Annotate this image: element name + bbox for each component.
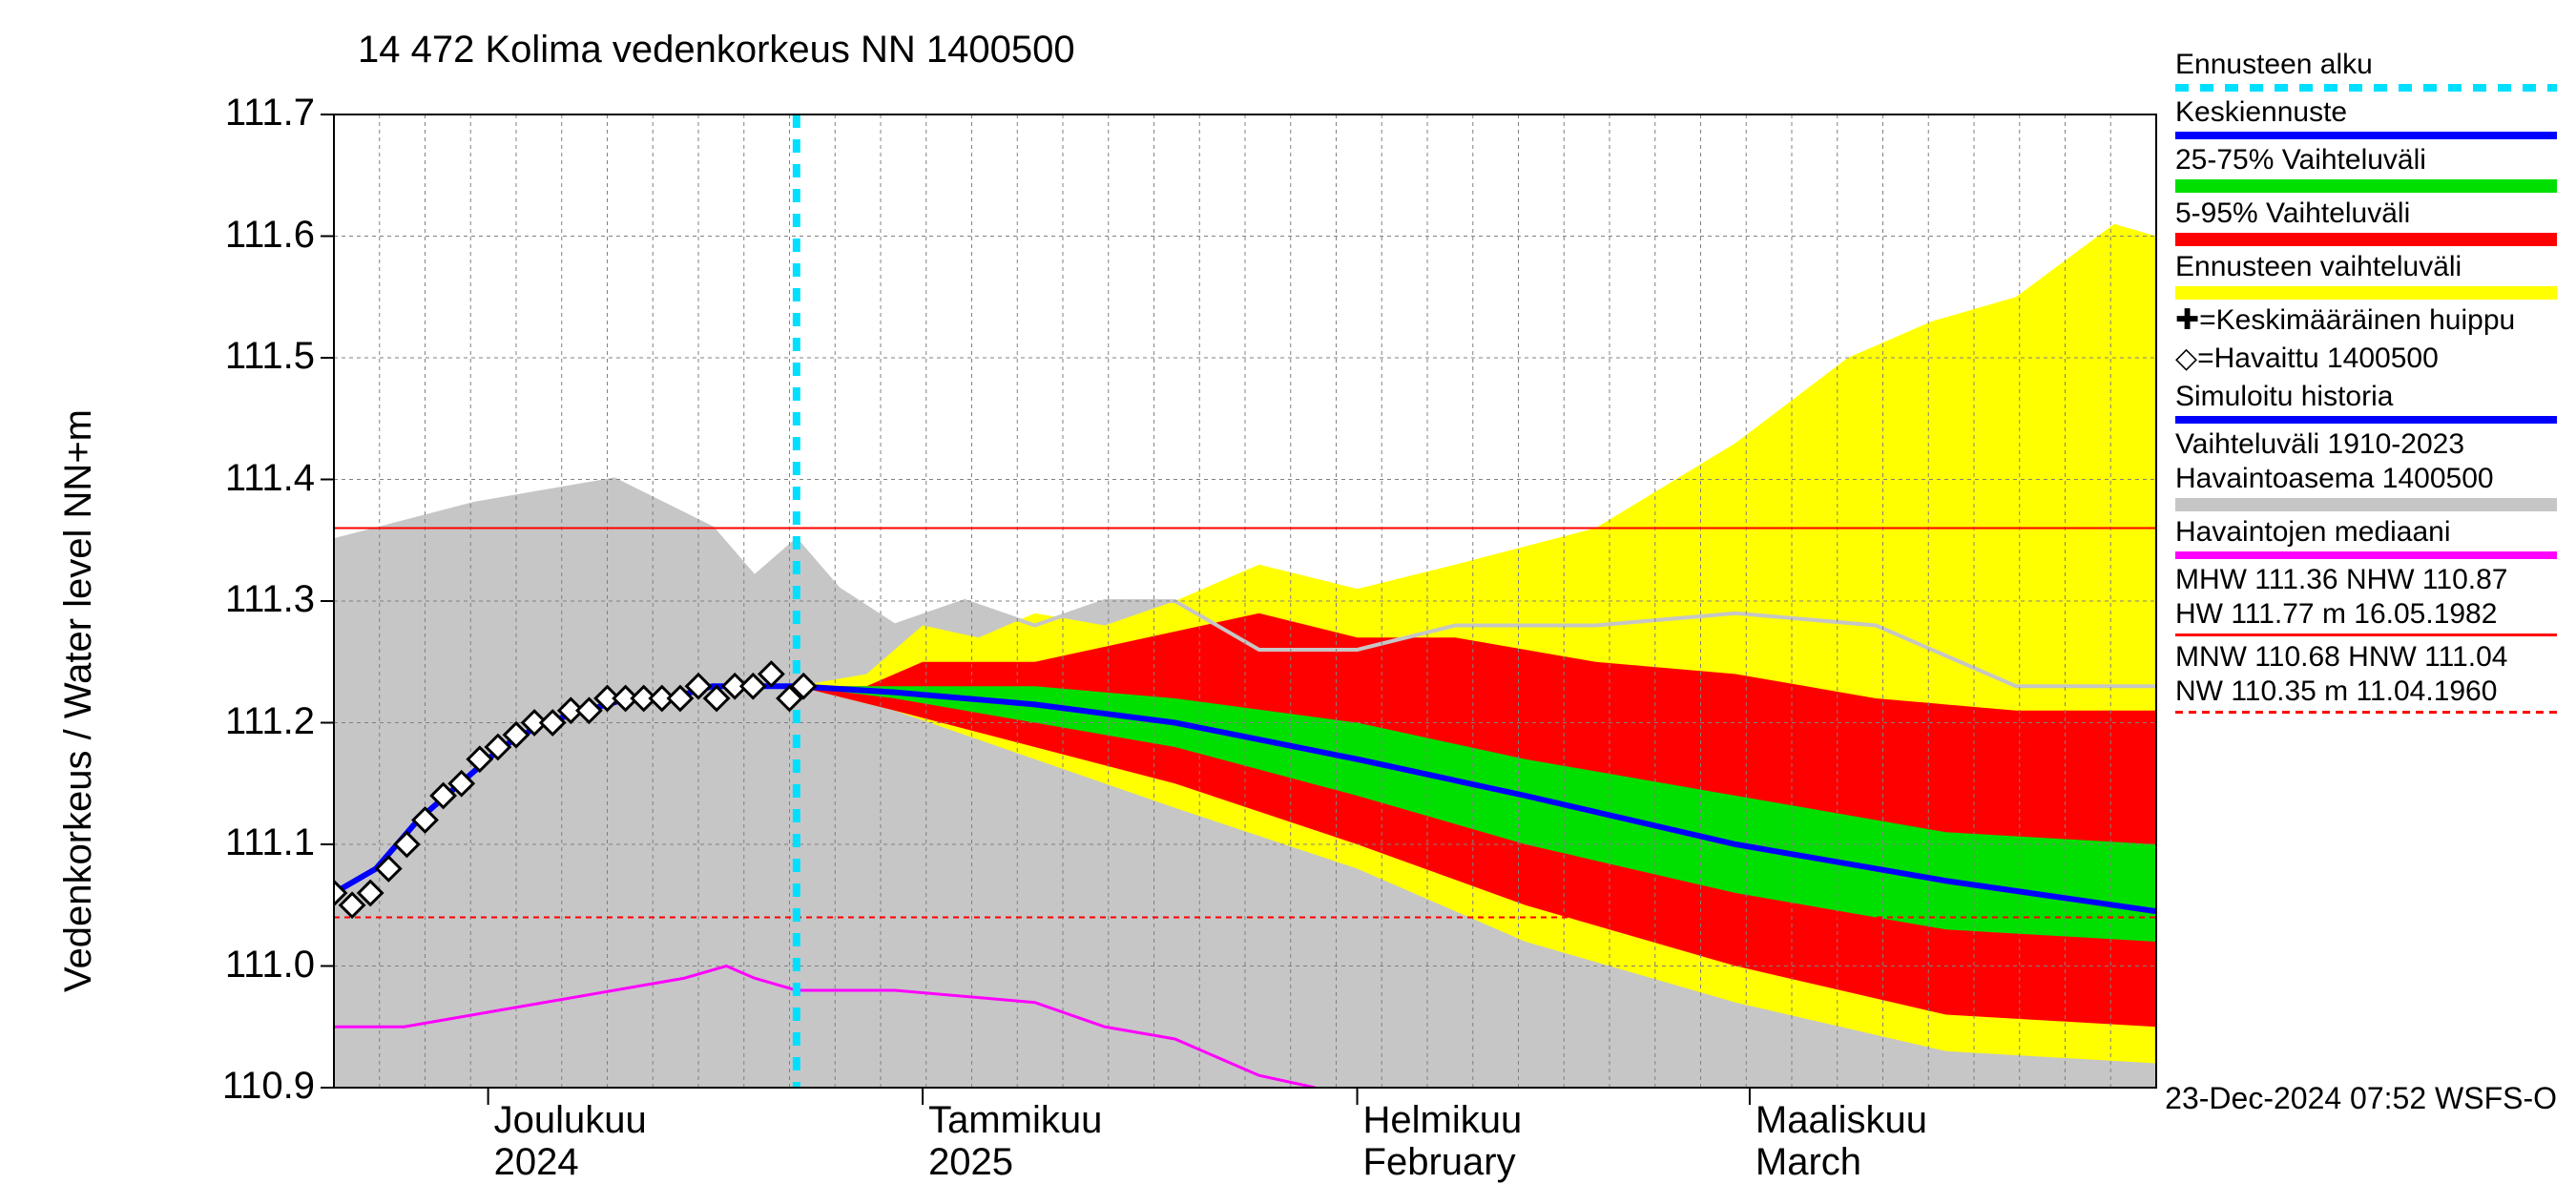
legend-dash-line bbox=[2175, 711, 2557, 714]
x-tick-sublabel: 2025 bbox=[928, 1141, 1013, 1184]
y-tick-label: 111.6 bbox=[162, 214, 315, 257]
y-tick-label: 111.0 bbox=[162, 944, 315, 987]
legend-item: ◇=Havaittu 1400500 bbox=[2175, 342, 2557, 376]
legend-dash-line bbox=[2175, 84, 2557, 92]
legend-item: MHW 111.36 NHW 110.87 HW 111.77 m 16.05.… bbox=[2175, 563, 2557, 636]
legend-label: MHW 111.36 NHW 110.87 HW 111.77 m 16.05.… bbox=[2175, 563, 2557, 632]
y-tick-label: 111.5 bbox=[162, 335, 315, 378]
legend-label: MNW 110.68 HNW 111.04 NW 110.35 m 11.04.… bbox=[2175, 640, 2557, 709]
legend-line bbox=[2175, 551, 2557, 559]
legend-line bbox=[2175, 416, 2557, 424]
legend-label: Vaihteluväli 1910-2023 Havaintoasema 140… bbox=[2175, 427, 2557, 496]
legend-swatch bbox=[2175, 233, 2557, 246]
legend-label: Havaintojen mediaani bbox=[2175, 515, 2557, 550]
y-tick-label: 111.1 bbox=[162, 821, 315, 864]
y-tick-label: 111.4 bbox=[162, 457, 315, 500]
legend-label: 5-95% Vaihteluväli bbox=[2175, 197, 2557, 231]
y-tick-label: 110.9 bbox=[162, 1065, 315, 1108]
legend-swatch bbox=[2175, 179, 2557, 193]
legend-item: Keskiennuste bbox=[2175, 95, 2557, 139]
x-tick-label: Maaliskuu bbox=[1755, 1099, 1927, 1142]
legend-line bbox=[2175, 132, 2557, 139]
legend-item: 5-95% Vaihteluväli bbox=[2175, 197, 2557, 246]
x-tick-sublabel: February bbox=[1363, 1141, 1516, 1184]
legend-label: ◇=Havaittu 1400500 bbox=[2175, 342, 2557, 376]
legend-label: ✚=Keskimääräinen huippu bbox=[2175, 303, 2557, 338]
legend-label: Simuloitu historia bbox=[2175, 380, 2557, 414]
legend-item: Ennusteen vaihteluväli bbox=[2175, 250, 2557, 300]
legend: Ennusteen alku Keskiennuste 25-75% Vaihtel… bbox=[2175, 48, 2557, 717]
legend-swatch bbox=[2175, 498, 2557, 511]
y-tick-label: 111.3 bbox=[162, 578, 315, 621]
legend-item: Simuloitu historia bbox=[2175, 380, 2557, 424]
y-tick-label: 111.2 bbox=[162, 700, 315, 743]
legend-label: 25-75% Vaihteluväli bbox=[2175, 143, 2557, 177]
legend-swatch bbox=[2175, 286, 2557, 300]
legend-label: Ennusteen alku bbox=[2175, 48, 2557, 82]
x-tick-sublabel: March bbox=[1755, 1141, 1861, 1184]
legend-item: MNW 110.68 HNW 111.04 NW 110.35 m 11.04.… bbox=[2175, 640, 2557, 714]
legend-item: 25-75% Vaihteluväli bbox=[2175, 143, 2557, 193]
x-tick-label: Helmikuu bbox=[1363, 1099, 1523, 1142]
legend-item: Havaintojen mediaani bbox=[2175, 515, 2557, 559]
legend-label: Ennusteen vaihteluväli bbox=[2175, 250, 2557, 284]
legend-label: Keskiennuste bbox=[2175, 95, 2557, 130]
x-tick-sublabel: 2024 bbox=[494, 1141, 579, 1184]
legend-item: ✚=Keskimääräinen huippu bbox=[2175, 303, 2557, 338]
y-tick-label: 111.7 bbox=[162, 92, 315, 135]
legend-line bbox=[2175, 634, 2557, 636]
legend-item: Ennusteen alku bbox=[2175, 48, 2557, 92]
chart-container: 14 472 Kolima vedenkorkeus NN 1400500 Ve… bbox=[0, 0, 2576, 1145]
x-tick-label: Tammikuu bbox=[928, 1099, 1102, 1142]
legend-item: Vaihteluväli 1910-2023 Havaintoasema 140… bbox=[2175, 427, 2557, 511]
timestamp: 23-Dec-2024 07:52 WSFS-O bbox=[2165, 1081, 2557, 1116]
x-tick-label: Joulukuu bbox=[494, 1099, 647, 1142]
